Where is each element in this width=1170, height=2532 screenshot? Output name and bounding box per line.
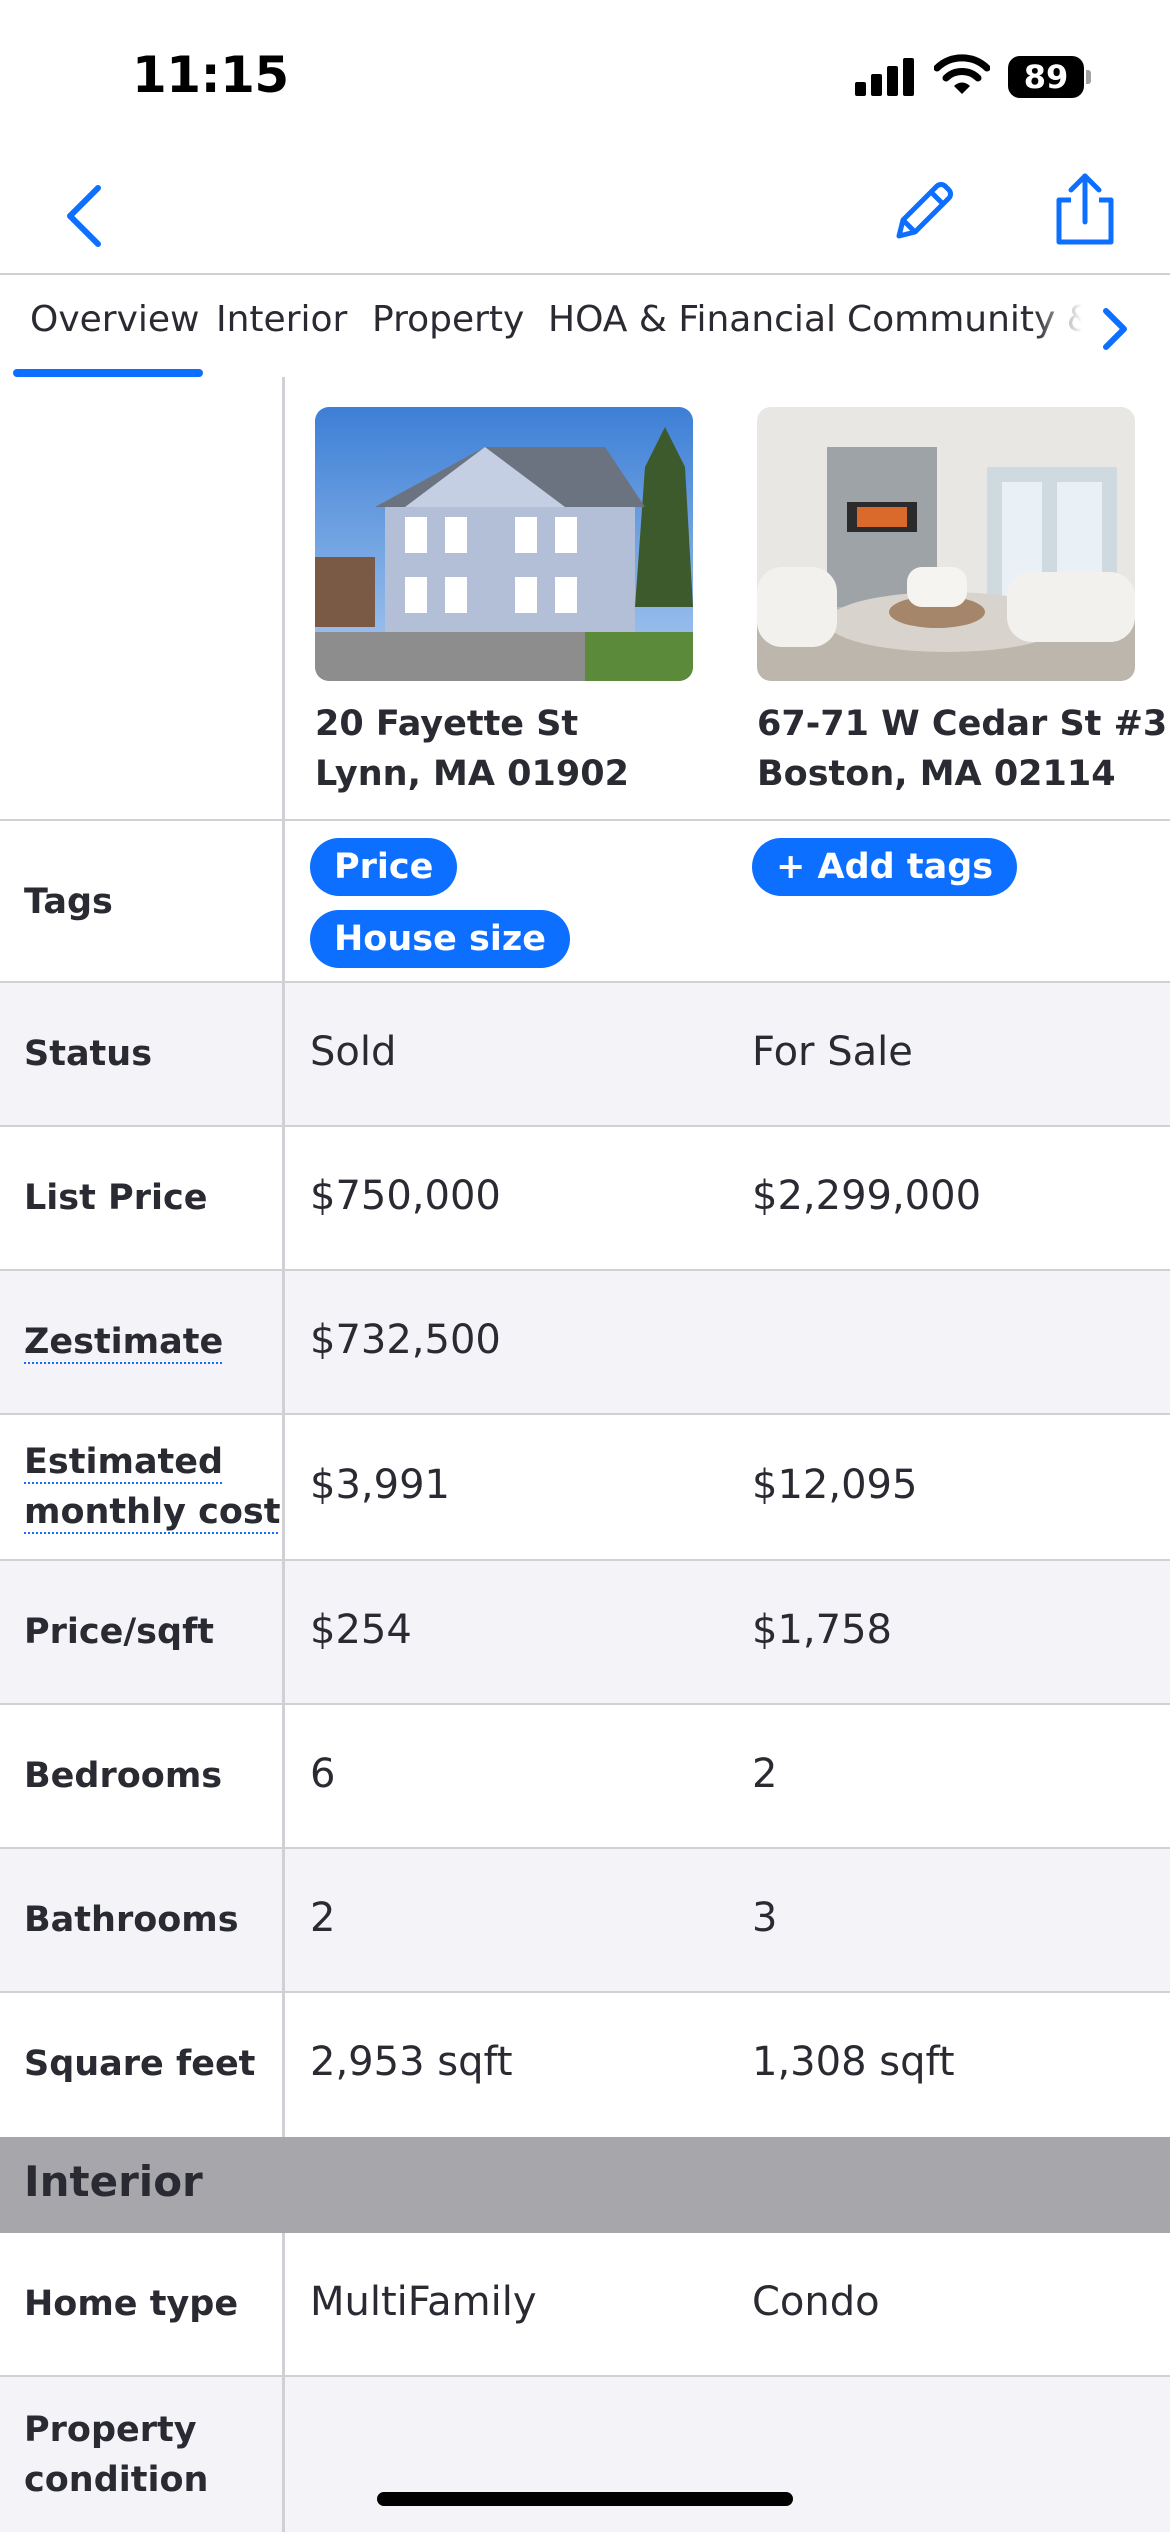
homes-header-row: 20 Fayette St Lynn, MA 01902 67-71 W Ced… bbox=[0, 377, 1170, 821]
bedrooms-row: Bedrooms 6 2 bbox=[0, 1705, 1170, 1849]
home-2-city: Boston, MA 02114 bbox=[757, 754, 1116, 794]
monthly-cost-label-line2: monthly cost bbox=[24, 1492, 281, 1532]
tag-price[interactable]: Price bbox=[310, 838, 458, 896]
bedrooms-value-2: 2 bbox=[752, 1751, 778, 1797]
add-tags-button[interactable]: + Add tags bbox=[752, 838, 1018, 896]
home-1-street: 20 Fayette St bbox=[315, 704, 579, 744]
chevron-right-icon[interactable] bbox=[1090, 299, 1140, 359]
share-icon[interactable] bbox=[1045, 170, 1125, 250]
column-divider bbox=[282, 2233, 285, 2532]
nav-bar bbox=[0, 150, 1170, 275]
home-1-city: Lynn, MA 01902 bbox=[315, 754, 629, 794]
tab-overview[interactable]: Overview bbox=[30, 299, 200, 340]
column-divider bbox=[282, 377, 285, 2137]
monthly-cost-value-2: $12,095 bbox=[752, 1462, 918, 1508]
zestimate-label[interactable]: Zestimate bbox=[24, 1322, 224, 1362]
monthly-cost-row: Estimated monthly cost $3,991 $12,095 bbox=[0, 1415, 1170, 1561]
home-type-label: Home type bbox=[24, 2284, 239, 2324]
monthly-cost-label-line1: Estimated bbox=[24, 1442, 224, 1482]
property-condition-row: Property condition bbox=[0, 2377, 1170, 2532]
price-sqft-label: Price/sqft bbox=[24, 1612, 215, 1652]
bathrooms-value-2: 3 bbox=[752, 1895, 778, 1941]
status-bar: 11:15 89 bbox=[0, 0, 1170, 150]
monthly-cost-label[interactable]: Estimated monthly cost bbox=[24, 1437, 280, 1537]
tags-row: Tags Price House size + Add tags bbox=[0, 821, 1170, 983]
home-type-row: Home type MultiFamily Condo bbox=[0, 2233, 1170, 2377]
home-indicator[interactable] bbox=[377, 2492, 793, 2506]
wifi-icon bbox=[934, 54, 990, 94]
battery-level: 89 bbox=[1008, 56, 1084, 98]
price-sqft-value-2: $1,758 bbox=[752, 1607, 892, 1653]
status-value-1: Sold bbox=[310, 1029, 397, 1075]
square-feet-row: Square feet 2,953 sqft 1,308 sqft bbox=[0, 1993, 1170, 2137]
property-condition-label-line1: Property bbox=[24, 2410, 197, 2450]
bathrooms-row: Bathrooms 2 3 bbox=[0, 1849, 1170, 1993]
square-feet-label: Square feet bbox=[24, 2044, 256, 2084]
price-sqft-value-1: $254 bbox=[310, 1607, 412, 1653]
list-price-row: List Price $750,000 $2,299,000 bbox=[0, 1127, 1170, 1271]
home-photo-2[interactable] bbox=[757, 407, 1135, 681]
list-price-value-2: $2,299,000 bbox=[752, 1173, 982, 1219]
home-type-value-1: MultiFamily bbox=[310, 2279, 537, 2325]
price-sqft-row: Price/sqft $254 $1,758 bbox=[0, 1561, 1170, 1705]
square-feet-value-1: 2,953 sqft bbox=[310, 2039, 513, 2085]
home-2-street: 67-71 W Cedar St #3 bbox=[757, 704, 1168, 744]
monthly-cost-value-1: $3,991 bbox=[310, 1462, 450, 1508]
status-time: 11:15 bbox=[132, 46, 289, 104]
interior-section-header: Interior bbox=[0, 2137, 1170, 2233]
bathrooms-label: Bathrooms bbox=[24, 1900, 239, 1940]
cellular-signal-icon bbox=[855, 58, 915, 96]
property-condition-label: Property condition bbox=[24, 2405, 208, 2505]
battery-icon: 89 bbox=[1008, 56, 1091, 98]
tab-property[interactable]: Property bbox=[372, 299, 525, 340]
bedrooms-value-1: 6 bbox=[310, 1751, 336, 1797]
list-price-label: List Price bbox=[24, 1178, 208, 1218]
interior-section-title: Interior bbox=[24, 2157, 203, 2206]
home-1-address[interactable]: 20 Fayette St Lynn, MA 01902 bbox=[315, 699, 629, 799]
section-tabs: Overview Interior Property HOA & Financi… bbox=[0, 277, 1170, 377]
tab-hoa-financial[interactable]: HOA & Financial bbox=[548, 299, 836, 340]
home-photo-1[interactable] bbox=[315, 407, 693, 681]
tag-house-size[interactable]: House size bbox=[310, 910, 570, 968]
home-type-value-2: Condo bbox=[752, 2279, 880, 2325]
property-condition-label-line2: condition bbox=[24, 2460, 209, 2500]
status-value-2: For Sale bbox=[752, 1029, 913, 1075]
status-row: Status Sold For Sale bbox=[0, 983, 1170, 1127]
bathrooms-value-1: 2 bbox=[310, 1895, 336, 1941]
back-chevron-icon[interactable] bbox=[50, 170, 120, 260]
status-label: Status bbox=[24, 1034, 153, 1074]
edit-pencil-icon[interactable] bbox=[885, 170, 965, 250]
zestimate-value-1: $732,500 bbox=[310, 1317, 501, 1363]
list-price-value-1: $750,000 bbox=[310, 1173, 501, 1219]
home-2-address[interactable]: 67-71 W Cedar St #3 Boston, MA 02114 bbox=[757, 699, 1167, 799]
bedrooms-label: Bedrooms bbox=[24, 1756, 223, 1796]
zestimate-row: Zestimate $732,500 bbox=[0, 1271, 1170, 1415]
square-feet-value-2: 1,308 sqft bbox=[752, 2039, 955, 2085]
tab-interior[interactable]: Interior bbox=[216, 299, 348, 340]
tags-label: Tags bbox=[24, 882, 113, 922]
active-tab-indicator bbox=[13, 369, 203, 377]
